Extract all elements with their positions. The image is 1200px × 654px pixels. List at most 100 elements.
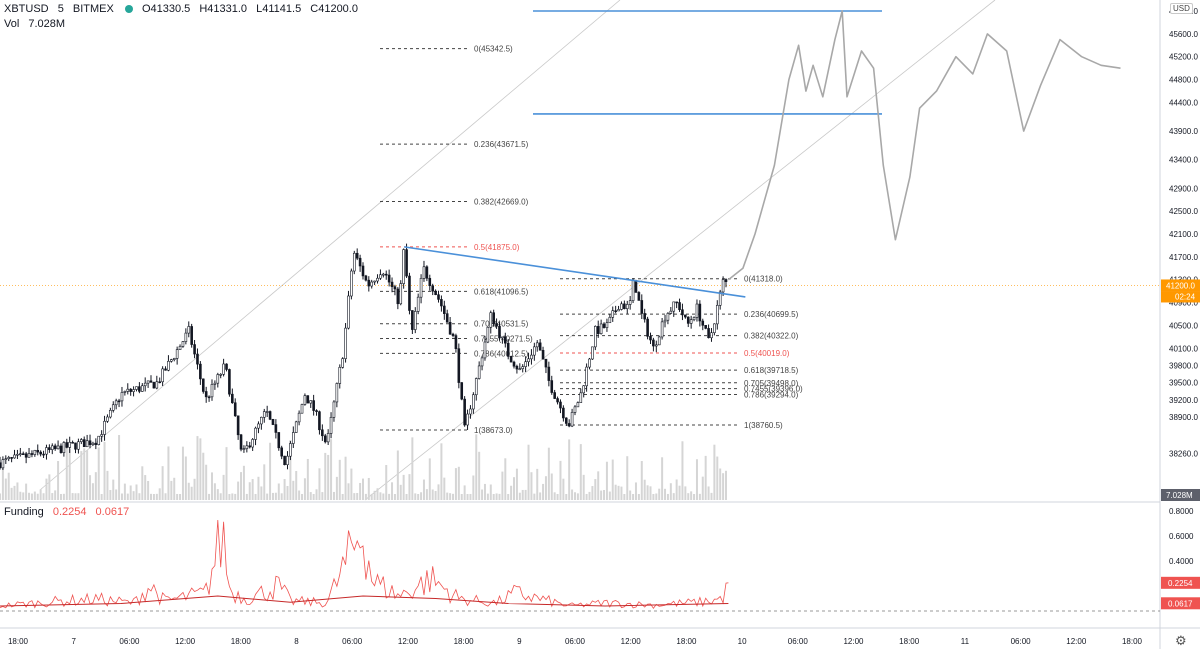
volume-bar — [97, 447, 100, 500]
candle-body — [498, 325, 501, 339]
candle-body — [457, 348, 461, 383]
candle-body — [62, 442, 66, 453]
fib-left-label-0: 0(45342.5) — [474, 45, 513, 54]
volume-bar — [373, 490, 376, 500]
price-tick-19: 38260.0 — [1169, 450, 1198, 459]
candles — [0, 243, 728, 470]
candle-body — [710, 332, 713, 339]
volume-bar — [257, 476, 260, 500]
candle-body — [170, 359, 173, 362]
candle-body — [689, 319, 693, 324]
price-tick-3: 44800.0 — [1169, 76, 1198, 85]
fib-right-label-8: 1(38760.5) — [744, 421, 783, 430]
volume-bar — [295, 470, 298, 500]
candle-body — [538, 342, 542, 351]
symbol-name[interactable]: XBTUSD — [4, 3, 49, 15]
candle-body — [611, 310, 615, 318]
candle-body — [167, 360, 170, 371]
price-tick-4: 44400.0 — [1169, 98, 1198, 107]
candle-body — [559, 401, 562, 409]
candle-body — [553, 392, 556, 399]
volume-bar — [141, 466, 144, 500]
volume-bar — [634, 482, 637, 500]
volume-bar — [655, 493, 658, 500]
gear-icon[interactable]: ⚙ — [1175, 633, 1187, 648]
volume-bar — [155, 493, 158, 500]
volume-bar — [518, 492, 521, 500]
volume-bar — [341, 493, 344, 500]
candle-body — [646, 318, 649, 337]
volume-bar — [150, 493, 153, 500]
volume-bar — [385, 465, 388, 500]
candle-body — [135, 386, 138, 390]
candle-body — [129, 388, 132, 392]
volume-legend[interactable]: Vol 7.028M — [4, 18, 71, 30]
candle-body — [660, 321, 664, 338]
candle-body — [698, 303, 702, 322]
candle-body — [718, 291, 722, 306]
funding-legend[interactable]: Funding 0.2254 0.0617 — [4, 506, 135, 518]
volume-bar — [179, 494, 182, 500]
candle-body — [303, 395, 307, 405]
funding-tick-0: 0.8000 — [1169, 507, 1194, 516]
price-tick-12: 40900.0 — [1169, 299, 1198, 308]
volume-bar — [422, 479, 425, 500]
volume-badge — [1161, 489, 1200, 501]
volume-bar — [620, 486, 623, 500]
candle-body — [268, 411, 272, 420]
price-tick-10: 41700.0 — [1169, 253, 1198, 262]
fibonacci-retracements: 0(45342.5) 0.236(43671.5) 0.382(42669.0) 0.… — [380, 45, 803, 435]
time-tick-6: 06:00 — [342, 637, 363, 646]
candle-body — [138, 386, 141, 392]
volume-bar — [707, 486, 710, 500]
volume-bar — [411, 437, 414, 500]
candle-body — [428, 277, 432, 287]
volume-bar — [362, 478, 364, 500]
candle-body — [172, 358, 176, 360]
funding-line — [0, 519, 729, 609]
time-tick-15: 12:00 — [843, 637, 864, 646]
volume-bar — [446, 492, 449, 500]
currency-button[interactable]: USD — [1170, 3, 1193, 14]
volume-bar — [722, 473, 725, 500]
funding-value-2: 0.0617 — [95, 506, 130, 518]
volume-bar — [559, 460, 562, 500]
volume-bar — [16, 482, 19, 500]
volume-bar — [112, 479, 115, 500]
volume-bar — [646, 485, 649, 500]
funding-badge-0 — [1161, 576, 1200, 589]
candle-body — [686, 316, 690, 324]
fib-right-label-6: 0.7455(39396.0) — [744, 385, 803, 394]
candle-body — [605, 322, 609, 328]
time-tick-12: 18:00 — [676, 637, 697, 646]
volume-bar — [600, 490, 603, 500]
volume-bar — [452, 493, 455, 500]
volume-bar — [245, 493, 248, 500]
volume-bar — [719, 468, 722, 500]
candle-body — [242, 448, 246, 450]
price-tick-16: 39500.0 — [1169, 379, 1198, 388]
volume-bar — [553, 492, 556, 500]
vol-value: 7.028M — [28, 18, 66, 30]
time-tick-5: 8 — [294, 637, 299, 646]
volume-bar — [571, 489, 574, 500]
candle-body — [684, 314, 687, 318]
volume-bar — [652, 493, 655, 500]
interval-label[interactable]: 5 — [57, 3, 64, 15]
symbol-legend[interactable]: XBTUSD 5 BITMEX O41330.5 H41331.0 L41141… — [4, 3, 364, 15]
funding-badge-text-0: 0.2254 — [1168, 579, 1193, 588]
volume-bar — [649, 486, 652, 500]
candle-body — [219, 374, 223, 376]
candle-body — [292, 432, 295, 444]
candle-body — [140, 385, 144, 392]
volume-bar — [248, 482, 251, 500]
time-tick-19: 12:00 — [1066, 637, 1087, 646]
volume-bar — [4, 478, 7, 500]
volume-bar — [312, 493, 315, 500]
volume-bar — [527, 444, 530, 500]
candle-body — [201, 378, 205, 392]
volume-bar — [205, 464, 208, 500]
candle-body — [408, 275, 411, 311]
volume-bar — [10, 487, 13, 500]
